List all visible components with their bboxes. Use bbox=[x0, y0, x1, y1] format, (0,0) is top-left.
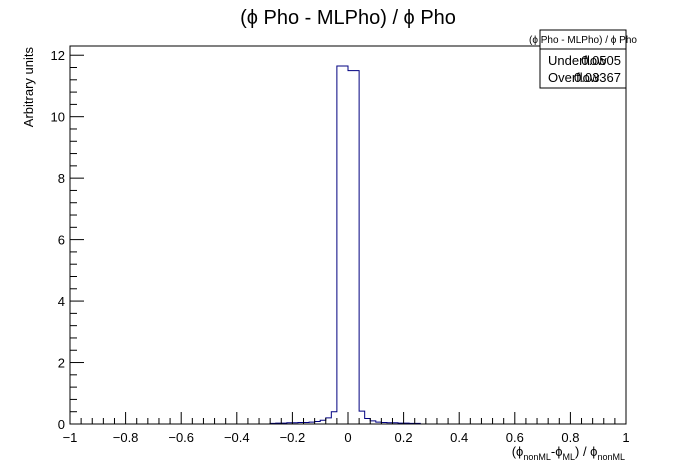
histogram-bin bbox=[365, 418, 371, 424]
x-tick-label: 0.2 bbox=[395, 430, 413, 445]
x-tick-label: 0.8 bbox=[561, 430, 579, 445]
x-axis: −1 −0.8 −0.6 −0.4 −0.2 0 0.2 0.4 0.6 0.8 1 bbox=[63, 412, 630, 445]
x-label-subscript: ML bbox=[563, 452, 576, 462]
histogram-bin bbox=[359, 411, 365, 424]
y-tick-label: 10 bbox=[51, 110, 65, 125]
y-tick-label: 12 bbox=[51, 48, 65, 63]
y-axis: 0 2 4 6 8 10 12 bbox=[51, 48, 84, 432]
x-label-part: (ϕ bbox=[512, 444, 524, 459]
y-tick-label: 6 bbox=[58, 233, 65, 248]
y-axis-label: Arbitrary units bbox=[21, 47, 36, 128]
histogram-bin bbox=[348, 71, 354, 424]
chart-title: (ϕ Pho - MLPho) / ϕ Pho bbox=[240, 7, 456, 29]
histogram-bins bbox=[270, 66, 420, 424]
y-tick-label: 4 bbox=[58, 294, 65, 309]
x-tick-label: −1 bbox=[63, 430, 78, 445]
histogram-bin bbox=[320, 420, 326, 424]
x-tick-label: 0 bbox=[344, 430, 351, 445]
stats-overflow-label: Overflow bbox=[548, 70, 600, 85]
x-label-part: ) / ϕ bbox=[575, 444, 597, 459]
histogram-bin bbox=[337, 66, 343, 424]
stats-box: (ϕ Pho - MLPho) / ϕ Pho Underflow 0.0505… bbox=[529, 29, 637, 89]
histogram-outline bbox=[269, 65, 421, 424]
histogram-bin bbox=[331, 412, 337, 424]
x-tick-label: −0.2 bbox=[280, 430, 306, 445]
stats-title: (ϕ Pho - MLPho) / ϕ Pho bbox=[529, 35, 637, 46]
stats-overflow-value: 0.03367 bbox=[574, 70, 621, 85]
y-tick-label: 0 bbox=[58, 417, 65, 432]
stats-box-frame bbox=[539, 29, 627, 89]
x-tick-label: −0.6 bbox=[168, 430, 194, 445]
stats-underflow-label: Underflow bbox=[548, 53, 607, 68]
x-axis-label: (ϕnonML-ϕML) / ϕnonML bbox=[512, 444, 625, 462]
stats-underflow-value: 0.0505 bbox=[581, 53, 621, 68]
x-tick-label: 1 bbox=[622, 430, 629, 445]
plot-frame bbox=[69, 45, 627, 425]
histogram-bin bbox=[354, 71, 360, 424]
x-tick-label: 0.6 bbox=[506, 430, 524, 445]
x-tick-label: −0.8 bbox=[113, 430, 139, 445]
x-label-part: -ϕ bbox=[551, 444, 563, 459]
x-label-subscript: nonML bbox=[597, 452, 625, 462]
x-label-subscript: nonML bbox=[523, 452, 551, 462]
y-tick-label: 2 bbox=[58, 356, 65, 371]
y-tick-label: 8 bbox=[58, 171, 65, 186]
x-tick-label: 0.4 bbox=[450, 430, 468, 445]
histogram-bin bbox=[326, 418, 332, 424]
histogram-bin bbox=[342, 66, 348, 424]
x-tick-label: −0.4 bbox=[224, 430, 250, 445]
